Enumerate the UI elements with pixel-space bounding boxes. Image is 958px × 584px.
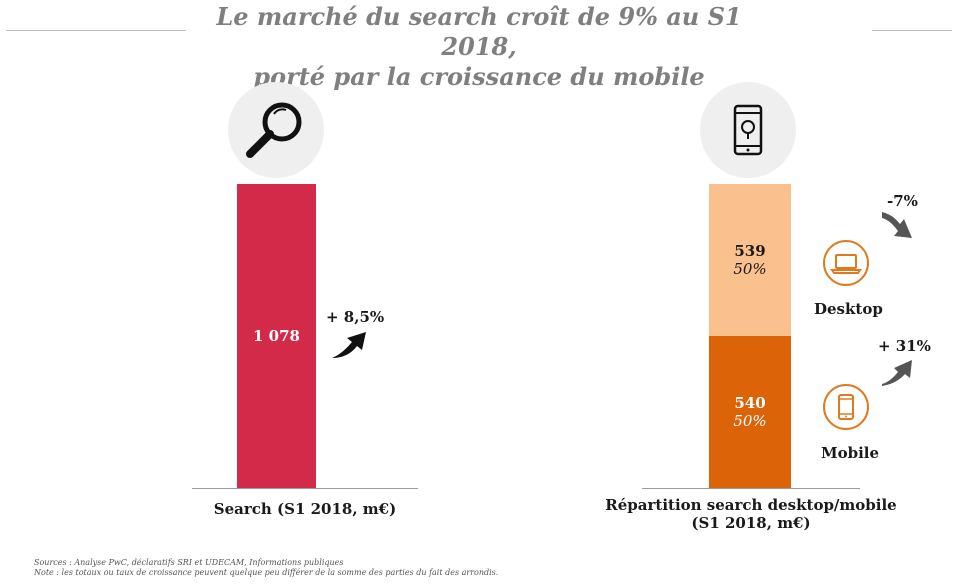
mobile-icon-circle — [823, 384, 869, 430]
bar-desktop: 539 50% — [709, 183, 791, 336]
title-line-1: Le marché du search croît de 9% au S1 20… — [216, 2, 742, 61]
footnote-note: Note : les totaux ou taux de croissance … — [34, 568, 499, 577]
desktop-icon-circle — [823, 240, 869, 286]
bar-desktop-value-label: 539 — [734, 241, 766, 260]
title-line-2: porté par la croissance du mobile — [253, 62, 705, 91]
search-growth-label: + 8,5% — [326, 308, 385, 326]
left-baseline — [192, 488, 418, 489]
right-axis-label-line-2: (S1 2018, m€) — [691, 514, 811, 532]
desktop-growth-label: -7% — [887, 192, 918, 210]
title-rule-left — [6, 30, 186, 31]
left-axis-label: Search (S1 2018, m€) — [213, 500, 397, 518]
laptop-icon — [830, 254, 862, 274]
title-rule-right — [872, 30, 952, 31]
magnifying-glass-icon — [246, 102, 302, 158]
curved-arrow-up-icon — [332, 332, 366, 358]
bar-mobile-share-label: 50% — [733, 411, 767, 430]
bar-desktop-share-label: 50% — [733, 259, 767, 278]
smartphone-icon — [733, 104, 763, 156]
bar-search: 1 078 — [237, 184, 316, 488]
bar-mobile: 540 50% — [709, 335, 791, 488]
mobile-growth-label: + 31% — [878, 337, 931, 355]
right-baseline — [642, 488, 860, 489]
curved-arrow-down-icon — [882, 212, 912, 238]
smartphone-icon-circle — [700, 82, 796, 178]
search-icon-circle — [228, 82, 324, 178]
bar-mobile-value-label: 540 — [734, 393, 766, 412]
bar-search-value-label: 1 078 — [253, 327, 300, 345]
mobile-phone-icon — [838, 394, 854, 420]
mobile-series-label: Mobile — [821, 444, 880, 462]
desktop-series-label: Desktop — [814, 300, 883, 318]
right-axis-label: Répartition search desktop/mobile (S1 20… — [596, 496, 906, 532]
curved-arrow-up-icon — [882, 360, 912, 386]
footnote-sources: Sources : Analyse PwC, déclaratifs SRI e… — [34, 558, 344, 567]
chart-title: Le marché du search croît de 9% au S1 20… — [190, 2, 768, 92]
right-axis-label-line-1: Répartition search desktop/mobile — [605, 496, 897, 514]
